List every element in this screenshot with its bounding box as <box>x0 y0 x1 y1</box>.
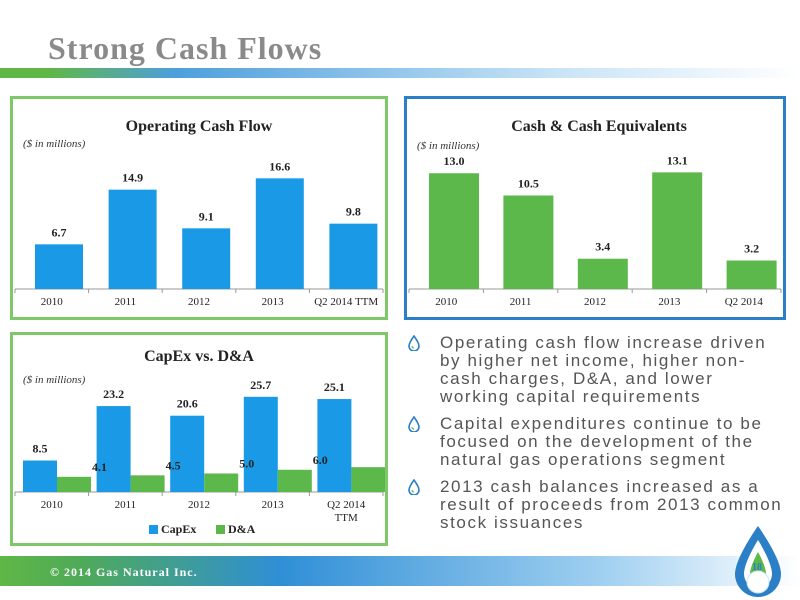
chart-title: Operating Cash Flow <box>126 118 273 135</box>
bar <box>577 258 628 289</box>
x-tick-label: 2011 <box>115 296 137 308</box>
data-label: 8.5 <box>33 442 48 456</box>
d-a-bar <box>130 475 165 492</box>
x-tick-label: TTM <box>335 512 358 524</box>
x-tick-label: 2013 <box>262 296 285 308</box>
x-tick-label: 2011 <box>510 296 532 308</box>
legend-label: CapEx <box>161 522 196 536</box>
d-a-bar <box>351 467 385 492</box>
data-label: 5.0 <box>239 456 254 470</box>
x-tick-label: Q2 2014 <box>327 499 366 511</box>
x-tick-label: Q2 2014 TTM <box>314 296 378 308</box>
x-tick-label: 2010 <box>41 499 64 511</box>
footer-band <box>0 556 800 586</box>
bullet-item: Capital expenditures continue to be focu… <box>408 415 788 469</box>
legend-swatch <box>149 525 158 534</box>
data-label: 6.0 <box>313 453 328 467</box>
capex-bar <box>170 415 205 492</box>
d-a-bar <box>57 476 91 492</box>
bar <box>329 223 378 289</box>
bullet-item: 2013 cash balances increased as a result… <box>408 478 788 532</box>
operating-cash-flow-chart: Operating Cash Flow ($ in millions) 6.7 14.… <box>14 118 384 308</box>
chart-subtitle: ($ in millions) <box>417 140 480 152</box>
data-label: 16.6 <box>269 159 290 173</box>
x-tick-label: 2013 <box>262 499 285 511</box>
bar <box>652 172 703 289</box>
bar <box>182 228 231 289</box>
page-number: 18 <box>752 562 762 573</box>
x-tick-label: 2013 <box>658 296 681 308</box>
water-drop-icon <box>408 335 420 351</box>
chart-title: CapEx vs. D&A <box>144 348 254 365</box>
bullet-text: 2013 cash balances increased as a result… <box>440 477 783 532</box>
x-tick-label: Q2 2014 <box>725 296 764 308</box>
x-tick-label: 2012 <box>584 296 606 308</box>
data-label: 9.1 <box>199 209 214 223</box>
bar <box>503 195 554 289</box>
data-label: 6.7 <box>52 225 67 239</box>
capex-bar <box>243 396 278 492</box>
data-label: 4.1 <box>92 460 107 474</box>
title-underline-band <box>0 68 800 78</box>
data-label: 25.1 <box>324 380 345 394</box>
capex-vs-da-chart: CapEx vs. D&A ($ in millions) 8.5 23.2 20.6 2… <box>14 348 385 536</box>
data-label: 13.0 <box>444 154 465 168</box>
x-tick-label: 2012 <box>188 296 210 308</box>
page-title: Strong Cash Flows <box>48 30 323 66</box>
data-label: 13.1 <box>667 153 688 167</box>
data-label: 3.2 <box>744 242 759 256</box>
water-drop-icon <box>408 416 420 432</box>
data-label: 3.4 <box>595 240 610 254</box>
d-a-bar <box>277 469 312 492</box>
gas-natural-logo-icon <box>735 526 781 597</box>
capex-vs-da-panel: CapEx vs. D&A ($ in millions) 8.5 23.2 20.6 2… <box>10 332 388 546</box>
bullet-text: Operating cash flow increase driven by h… <box>440 333 767 406</box>
bar <box>726 260 777 289</box>
x-tick-label: 2012 <box>188 499 210 511</box>
chart-subtitle: ($ in millions) <box>23 374 86 386</box>
capex-bar <box>317 399 352 492</box>
data-label: 9.8 <box>346 205 361 219</box>
copyright-text: © 2014 Gas Natural Inc. <box>50 565 198 579</box>
legend-swatch <box>216 525 225 534</box>
cash-equivalents-chart: Cash & Cash Equivalents ($ in millions) 13… <box>408 118 782 308</box>
cash-equivalents-panel: Cash & Cash Equivalents ($ in millions) 13… <box>404 96 786 320</box>
bullet-item: Operating cash flow increase driven by h… <box>408 334 788 406</box>
bar <box>35 244 83 289</box>
operating-cash-flow-panel: Operating Cash Flow ($ in millions) 6.7 14.… <box>10 96 388 320</box>
data-label: 25.7 <box>250 378 271 392</box>
capex-bar <box>23 460 57 492</box>
bar <box>108 189 157 289</box>
bullet-list: Operating cash flow increase driven by h… <box>408 334 788 541</box>
legend-label: D&A <box>228 522 256 536</box>
water-drop-icon <box>408 479 420 495</box>
x-tick-label: 2011 <box>115 499 137 511</box>
x-tick-label: 2010 <box>435 296 458 308</box>
data-label: 23.2 <box>103 387 124 401</box>
d-a-bar <box>204 473 239 492</box>
bar <box>255 178 304 289</box>
capex-bar <box>96 406 131 492</box>
data-label: 10.5 <box>518 177 539 191</box>
data-label: 14.9 <box>122 171 143 185</box>
bullet-text: Capital expenditures continue to be focu… <box>440 414 763 469</box>
x-tick-label: 2010 <box>41 296 64 308</box>
bar <box>429 173 479 289</box>
data-label: 20.6 <box>177 397 198 411</box>
chart-subtitle: ($ in millions) <box>23 138 86 150</box>
data-label: 4.5 <box>166 458 181 472</box>
chart-title: Cash & Cash Equivalents <box>511 118 687 135</box>
